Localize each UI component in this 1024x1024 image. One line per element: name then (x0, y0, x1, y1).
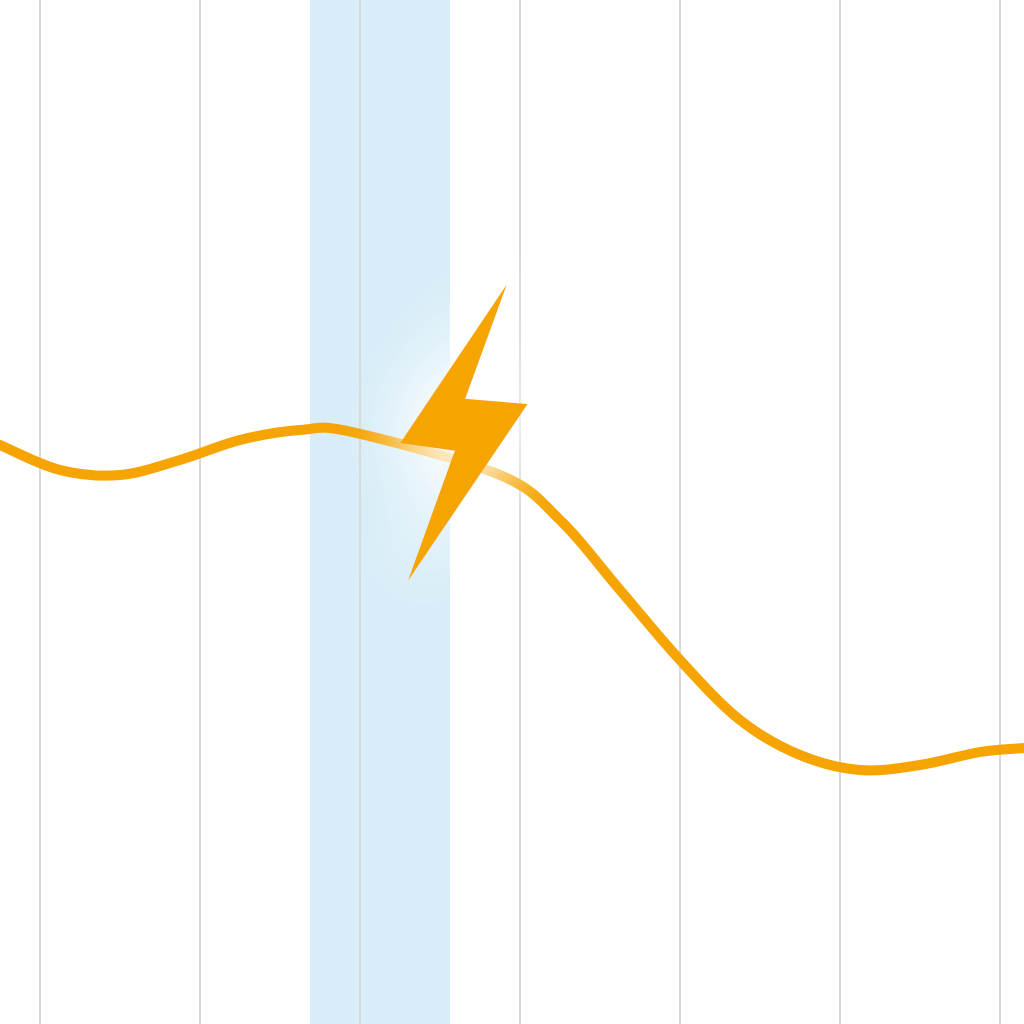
chart-svg (0, 0, 1024, 1024)
chart-area (0, 0, 1024, 1024)
chart-background (0, 0, 1024, 1024)
highlight-band (310, 0, 450, 1024)
